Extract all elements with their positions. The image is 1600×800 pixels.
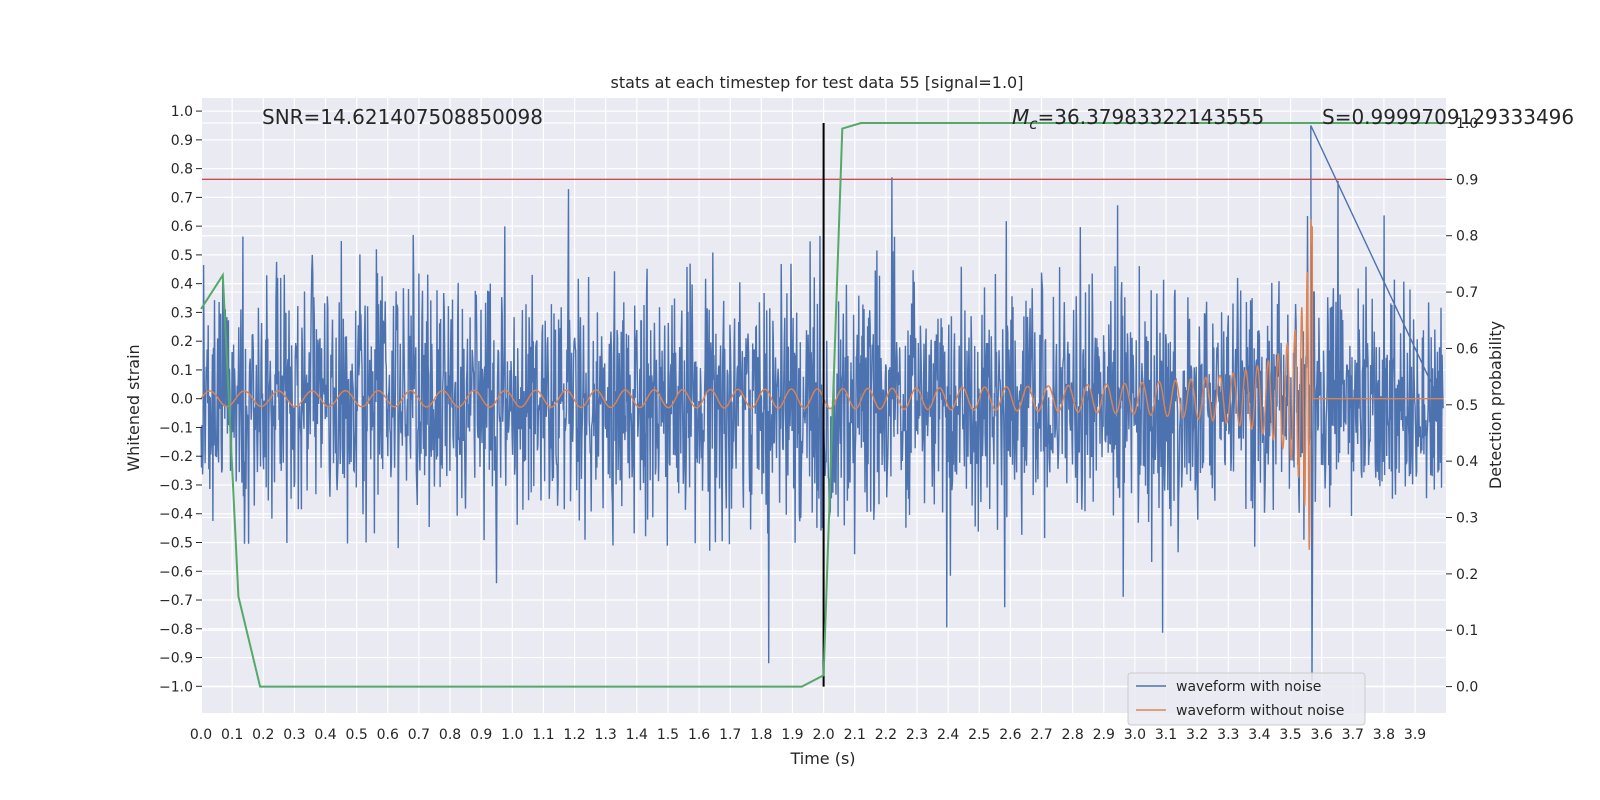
y-tick-label: −0.9 [159,651,193,667]
x-tick-label: 1.4 [626,727,648,743]
chirp-mass-value: =36.37983322143555 [1038,105,1265,129]
x-tick-label: 0.5 [346,727,368,743]
chirp-mass-annotation: Mc=36.37983322143555 [1012,105,1264,133]
x-tick-label: 0.6 [377,727,399,743]
x-tick-label: 2.7 [1030,727,1052,743]
x-tick-label: 2.1 [844,727,866,743]
y2-tick-label: 0.8 [1456,229,1478,245]
chirp-mass-symbol: M [1012,105,1029,129]
x-tick-label: 0.0 [190,727,212,743]
x-tick-label: 1.2 [563,727,585,743]
x-tick-label: 3.0 [1124,727,1146,743]
x-tick-label: 1.7 [719,727,741,743]
x-tick-label: 3.9 [1404,727,1426,743]
x-tick-label: 3.7 [1342,727,1364,743]
y-tick-label: −0.1 [159,420,193,436]
y2-tick-label: 0.5 [1456,398,1478,414]
y-tick-label: 0.7 [171,190,193,206]
y-tick-label: 0.9 [171,133,193,149]
y-tick-label: 0.2 [171,334,193,350]
x-axis-label: Time (s) [789,749,855,768]
y-tick-label: −0.3 [159,478,193,494]
x-tick-label: 1.3 [595,727,617,743]
y-axis-right: 1.0 0.9 0.8 0.7 0.6 0.5 0.4 0.3 0.2 0.1 0.0 [1446,116,1478,696]
x-tick-label: 0.8 [439,727,461,743]
y-tick-label: 0.3 [171,305,193,321]
x-tick-label: 3.4 [1248,727,1270,743]
x-tick-label: 0.1 [221,727,243,743]
series-detection-probability [200,122,1447,688]
y2-tick-label: 1.0 [1456,116,1478,132]
y2-tick-label: 0.6 [1456,341,1478,357]
x-tick-label: 3.8 [1373,727,1395,743]
x-tick-label: 3.2 [1186,727,1208,743]
x-tick-label: 2.8 [1062,727,1084,743]
x-tick-label: 3.6 [1311,727,1333,743]
x-tick-label: 2.5 [968,727,990,743]
y2-tick-label: 0.1 [1456,623,1478,639]
x-tick-label: 1.1 [532,727,554,743]
y2-tick-label: 0.4 [1456,454,1478,470]
x-tick-label: 2.2 [875,727,897,743]
y-tick-label: 0.0 [171,392,193,408]
x-tick-label: 3.5 [1279,727,1301,743]
y2-axis-label: Detection probability [1486,321,1505,489]
x-tick-label: 0.9 [470,727,492,743]
x-tick-label: 0.2 [252,727,274,743]
y-axis-left: 1.0 0.9 0.8 0.7 0.6 0.5 0.4 0.3 0.2 0.1 0.0 −0.1 −0.… [159,104,202,695]
y-tick-label: −0.8 [159,622,193,638]
x-tick-label: 2.0 [812,727,834,743]
y-tick-label: −0.6 [159,564,193,580]
y-tick-label: 0.8 [171,162,193,178]
x-tick-label: 0.3 [283,727,305,743]
y-tick-label: 0.4 [171,277,193,293]
y-tick-label: −1.0 [159,679,193,695]
y-tick-label: −0.5 [159,536,193,552]
y-tick-label: −0.2 [159,449,193,465]
chirp-mass-subscript: c [1029,115,1038,133]
x-tick-label: 2.4 [937,727,959,743]
y2-tick-label: 0.2 [1456,567,1478,583]
y-tick-label: −0.7 [159,593,193,609]
x-tick-label: 0.4 [314,727,336,743]
x-tick-label: 1.5 [657,727,679,743]
x-tick-label: 2.6 [999,727,1021,743]
chart-title: stats at each timestep for test data 55 … [611,73,1024,92]
y-tick-label: 0.6 [171,219,193,235]
legend-box [1127,672,1366,726]
x-tick-label: 2.9 [1093,727,1115,743]
y2-tick-label: 0.7 [1456,285,1478,301]
y-tick-label: 1.0 [171,104,193,120]
overlay-layer [200,122,1447,688]
x-tick-label: 1.6 [688,727,710,743]
x-tick-label: 0.7 [408,727,430,743]
x-tick-label: 3.1 [1155,727,1177,743]
x-tick-label: 1.8 [750,727,772,743]
x-tick-label: 1.0 [501,727,523,743]
y2-tick-label: 0.9 [1456,172,1478,188]
y-tick-label: −0.4 [159,507,193,523]
y-axis-label: Whitened strain [124,344,143,471]
x-tick-label: 3.3 [1217,727,1239,743]
x-tick-label: 1.9 [781,727,803,743]
series-waveform-without-noise [200,219,1444,550]
s-annotation: S=0.9999709129333496 [1322,105,1574,129]
y2-tick-label: 0.3 [1456,511,1478,527]
y2-tick-label: 0.0 [1456,680,1478,696]
y-tick-label: 0.1 [171,363,193,379]
snr-annotation: SNR=14.621407508850098 [262,105,543,129]
x-axis: 0.0 0.1 0.2 0.3 0.4 0.5 0.6 0.7 0.8 0.9 1.0 1.1 1.2 1… [190,727,1426,743]
legend: waveform with noise waveform without noi… [1127,672,1366,726]
x-tick-label: 2.3 [906,727,928,743]
legend-label-noise: waveform with noise [1176,679,1321,695]
y-tick-label: 0.5 [171,248,193,264]
legend-label-clean: waveform without noise [1176,703,1344,719]
